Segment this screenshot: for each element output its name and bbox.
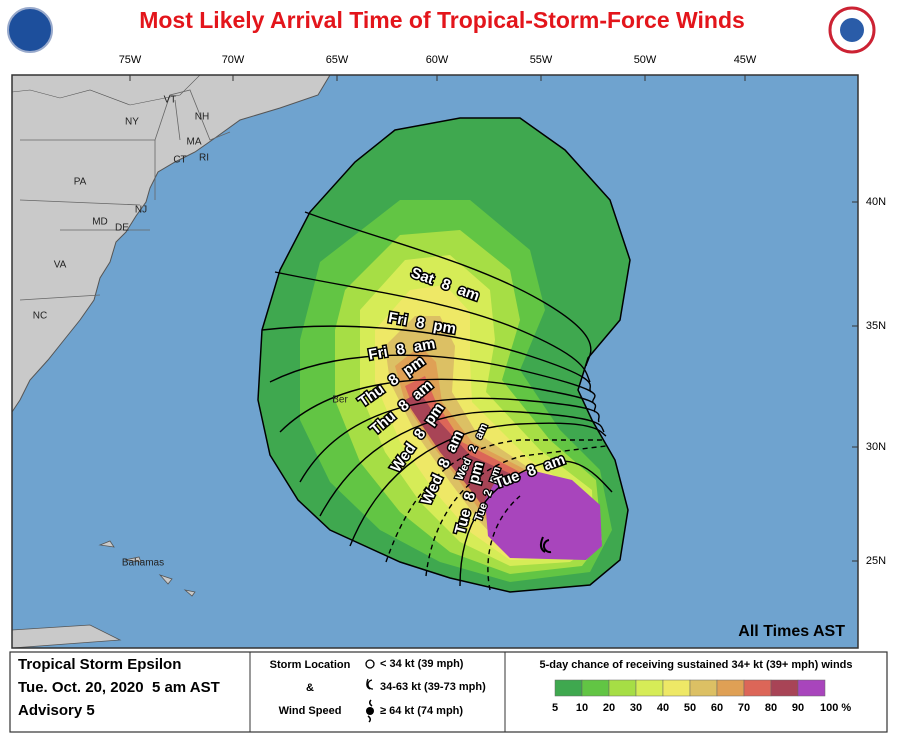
color-swatch <box>662 679 691 697</box>
land <box>12 75 331 413</box>
arrival-contour <box>269 354 596 403</box>
arrival-contour <box>425 445 607 577</box>
latitude-label: 30N <box>866 441 886 453</box>
arrival-contour <box>487 495 521 591</box>
latitude-label: 35N <box>866 320 886 332</box>
color-label: 5 <box>552 702 558 714</box>
color-label: 60 <box>711 702 723 714</box>
longitude-label: 45W <box>734 54 757 66</box>
place-label: DE <box>115 223 129 234</box>
key-heading: Wind Speed <box>279 705 342 717</box>
longitude-label: 60W <box>426 54 449 66</box>
prob-legend-title: 5-day chance of receiving sustained 34+ … <box>540 659 853 671</box>
longitude-label: 75W <box>119 54 142 66</box>
color-label: 100 % <box>820 702 851 714</box>
arrival-contour <box>319 410 605 517</box>
place-label: NH <box>195 112 209 123</box>
probability-area <box>485 470 602 560</box>
color-label: 80 <box>765 702 777 714</box>
arrival-contour <box>349 422 607 547</box>
islands <box>12 540 196 648</box>
place-label: PA <box>74 177 87 188</box>
place-label: NJ <box>135 205 147 216</box>
symbol-depression <box>365 659 375 669</box>
key-heading: Storm Location <box>270 659 351 671</box>
color-label: 90 <box>792 702 804 714</box>
place-label: Bahamas <box>122 558 164 569</box>
nws-logo-center <box>840 18 864 42</box>
storm-name: Tropical Storm Epsilon <box>18 656 181 673</box>
place-label: MD <box>92 217 108 228</box>
noaa-logo <box>7 7 53 53</box>
arrival-contour <box>299 397 600 483</box>
arrival-contour <box>385 439 605 563</box>
place-label: Ber <box>332 395 348 406</box>
color-swatch <box>689 679 718 697</box>
title: Most Likely Arrival Time of Tropical-Sto… <box>139 7 745 33</box>
map-frame <box>11 74 859 649</box>
longitude-label: 55W <box>530 54 553 66</box>
arrival-contour <box>459 460 613 587</box>
color-label: 40 <box>657 702 669 714</box>
storm-symbol <box>539 536 552 554</box>
symbol-hurricane <box>366 707 374 715</box>
storm-datetime: Tue. Oct. 20, 2020 5 am AST <box>18 679 220 696</box>
advisory: Advisory 5 <box>18 702 95 719</box>
color-label: 50 <box>684 702 696 714</box>
color-swatch <box>797 679 826 697</box>
color-swatch <box>716 679 745 697</box>
land-north <box>12 75 201 106</box>
place-label: CT <box>173 155 186 166</box>
times-note: All Times AST <box>738 623 845 640</box>
key-item: ≥ 64 kt (74 mph) <box>380 705 463 717</box>
longitude-label: 70W <box>222 54 245 66</box>
color-label: 30 <box>630 702 642 714</box>
key-heading: & <box>306 682 314 694</box>
symbol-hurricane-arms <box>367 699 373 723</box>
color-swatch <box>770 679 799 697</box>
longitude-label: 65W <box>326 54 349 66</box>
color-swatch <box>581 679 610 697</box>
longitude-label: 50W <box>634 54 657 66</box>
key-item: 34-63 kt (39-73 mph) <box>380 681 486 693</box>
color-swatch <box>608 679 637 697</box>
color-swatch <box>554 679 583 697</box>
arrival-contour <box>274 271 591 383</box>
color-swatch <box>635 679 664 697</box>
place-label: VA <box>54 260 67 271</box>
key-item: < 34 kt (39 mph) <box>380 658 464 670</box>
color-label: 70 <box>738 702 750 714</box>
state-borders <box>19 99 181 301</box>
arrival-contour <box>261 325 592 393</box>
color-label: 20 <box>603 702 615 714</box>
latitude-label: 40N <box>866 196 886 208</box>
map-area <box>12 75 631 648</box>
color-swatch <box>743 679 772 697</box>
symbol-storm <box>366 678 374 690</box>
arrival-contour <box>279 378 597 433</box>
arrival-contour <box>304 211 592 367</box>
color-label: 10 <box>576 702 588 714</box>
place-label: RI <box>199 153 209 164</box>
state-borders <box>20 89 231 141</box>
place-label: NC <box>33 311 47 322</box>
place-label: MA <box>187 137 202 148</box>
place-label: NY <box>125 117 139 128</box>
place-label: VT <box>164 95 177 106</box>
latitude-label: 25N <box>866 555 886 567</box>
